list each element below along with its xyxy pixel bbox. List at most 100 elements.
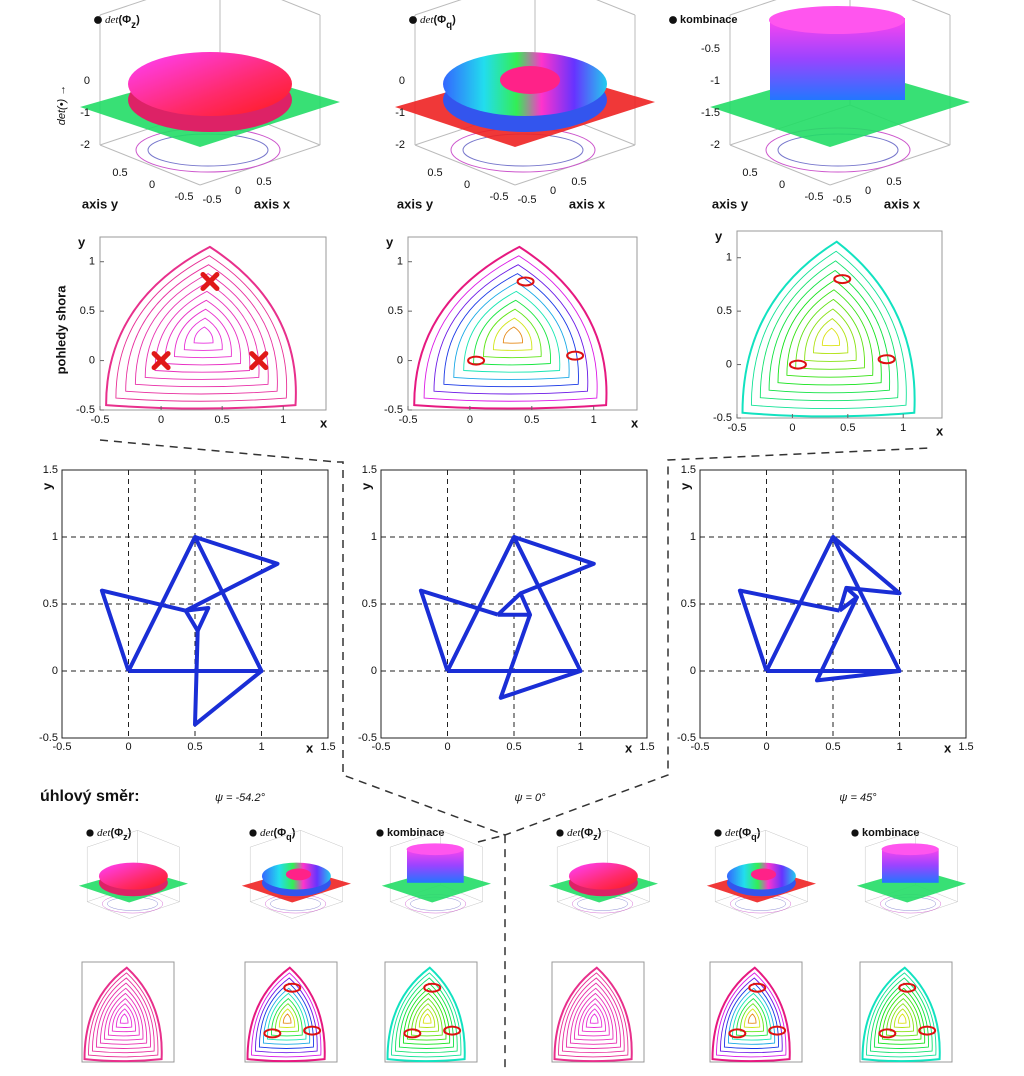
x-tick-label: -0.5 [91,414,110,426]
singular-region [877,354,896,365]
z-tick-label: -0.5 [701,43,720,55]
mechanism-link [513,535,596,596]
x-tick-label: -0.5 [833,194,852,206]
y-tick-label: 0.5 [112,167,127,179]
mechanism-chart: -0.5 0 0.5 1 1.5 -0.5 0 0.5 1 1.5 x y [677,464,974,756]
singular-region [898,982,917,993]
contour-line [585,1008,603,1028]
bullet [409,16,417,24]
x-tick-label: 0 [125,741,131,753]
title-part: ) [452,14,456,26]
y-tick-label: -0.5 [677,732,696,744]
thumbnail-surface [241,830,351,919]
wireframe [440,830,483,848]
contour-line [711,966,791,1063]
x-tick-label: -0.5 [203,194,222,206]
title-part: (Φ [738,827,751,839]
wireframe [390,901,433,919]
contour-line [99,987,148,1045]
panel-title: det(Φz) [97,827,132,843]
contour-line [423,255,598,402]
axis-label: x [631,415,639,430]
thumbnail-surface [381,830,491,919]
contour-line [795,298,865,370]
title-part: det [725,827,739,839]
z-tick-label: -2 [80,139,90,151]
contour-line [125,264,278,395]
y-tick-label: 1 [89,256,95,268]
bullet [556,829,564,837]
x-tick-label: -0.5 [728,422,747,434]
x-tick-label: -0.5 [372,741,391,753]
surface [881,843,939,856]
thumbnail-contour [859,961,953,1063]
contour-line [777,279,882,386]
mechanism-link [498,614,582,700]
contour-panel: -0.5 0 0.5 1 -0.5 0 0.5 1 x y pohledy shora [53,234,328,430]
y-tick-label: 0.5 [43,598,58,610]
thumbnail-surface [856,830,966,919]
y-tick-label: -0.5 [358,732,377,744]
contour-line [111,1003,136,1033]
y-tick-label: -0.5 [713,412,732,424]
axis-label: axis x [884,196,921,211]
axis-label: x [936,423,944,438]
panel-title: kombinace [680,14,737,26]
contour-line [406,992,447,1041]
y-tick-label: -0.5 [490,191,509,203]
wireframe [865,830,916,848]
contour-line [739,1003,764,1033]
y-tick-label: -0.5 [39,732,58,744]
x-tick-label: 0 [865,185,871,197]
title-part: ) [136,14,140,26]
x-tick-label: 0.5 [886,176,901,188]
mechanism-link [418,588,499,672]
marker [200,271,220,291]
contour-line [577,998,610,1037]
y-tick-label: 0.5 [362,598,377,610]
singular-region [768,1025,787,1036]
contour-line [723,982,779,1049]
contour-line [398,982,454,1049]
axis-label: y [715,228,723,243]
contour-panel: -0.5 0 0.5 1 -0.5 0 0.5 1 x y [384,234,639,430]
axis-label: y [358,482,373,490]
contour-line [103,992,144,1041]
contour-line [119,1013,129,1024]
wireframe [715,901,758,919]
axis-label: axis x [254,196,291,211]
y-tick-label: 0 [726,358,732,370]
contour-panel: -0.5 0 0.5 1 -0.5 0 0.5 1 x y [713,228,944,438]
axis-label: y [386,234,394,249]
y-tick-label: 0 [690,665,696,677]
singular-region [443,1025,462,1036]
contour-line [750,250,907,409]
panel-title: det(Φq) [725,827,761,843]
contour-line [282,1013,292,1024]
mechanism-link [184,535,280,613]
y-tick-label: 1.5 [681,464,696,476]
y-tick-label: 0.5 [388,305,403,317]
marker [249,351,269,371]
contour-line [731,992,772,1041]
y-tick-label: -0.5 [76,404,95,416]
title-part: z [593,832,598,842]
axis-label: x [320,415,328,430]
y-tick-label: 0.5 [742,167,757,179]
wireframe [596,0,636,16]
title-part: z [131,20,136,31]
title-part: det [567,827,581,839]
z-tick-label: -2 [710,139,720,151]
contour-line [553,966,633,1063]
x-tick-label: 0.5 [215,414,230,426]
contour-line [193,326,214,344]
contour-line [183,317,223,351]
wireframe [729,0,777,16]
contour-line [453,281,570,380]
x-tick-label: 0.5 [256,176,271,188]
wireframe [557,901,600,919]
wireframe [765,830,808,848]
caption: ψ = 0° [514,792,546,804]
contour-line [251,972,322,1058]
